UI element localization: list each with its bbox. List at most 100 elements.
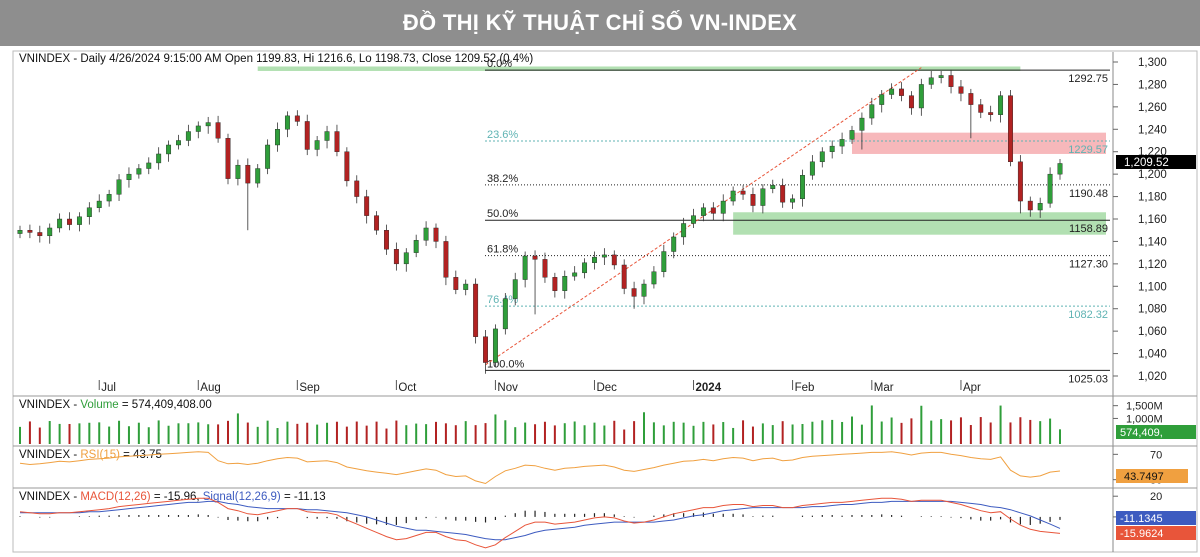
candle-body — [681, 223, 687, 238]
x-tick-label: Apr — [963, 382, 981, 394]
candle-body — [611, 254, 617, 266]
candle-body — [235, 164, 241, 179]
volume-bar — [494, 414, 497, 444]
volume-bar — [38, 427, 41, 444]
volume-bar — [1009, 422, 1012, 444]
x-tick-label: Nov — [497, 382, 518, 394]
volume-bar — [1059, 429, 1061, 444]
price-tick-label: 1,160 — [1138, 214, 1167, 226]
volume-bar — [345, 426, 348, 444]
signal-tag-bg — [1116, 511, 1196, 525]
volume-legend: VNINDEX - Volume = 574,409,408.00 — [19, 399, 212, 411]
candle-body — [255, 168, 261, 184]
signal-tag: -11.1345 — [1116, 511, 1196, 525]
volume-bar — [425, 424, 428, 444]
candle-body — [928, 77, 934, 85]
candle-body — [899, 88, 904, 96]
candle-body — [195, 125, 201, 132]
volume-bar — [771, 425, 774, 444]
volume-tag-value: 574,409, — [1120, 427, 1163, 439]
volume-bar — [722, 422, 725, 444]
volume-bar — [524, 422, 527, 444]
volume-bar — [959, 417, 962, 444]
volume-tick-label: 1,500M — [1126, 401, 1163, 413]
price-panel: 0.0% 1292.75 23.6% 1229.57 38.2% 1190.48 50.0%… — [13, 52, 1197, 397]
volume-bar — [375, 421, 378, 444]
volume-bar — [613, 420, 616, 444]
price-tick-label: 1,180 — [1138, 192, 1167, 204]
top-zone — [257, 66, 1021, 71]
candle-body — [37, 232, 43, 237]
price-legend: VNINDEX - Daily 4/26/2024 9:15:00 AM Ope… — [19, 53, 533, 65]
volume-bar — [662, 425, 665, 444]
volume-bar — [48, 421, 51, 444]
rsi-line — [19, 451, 1061, 485]
candle-body — [760, 188, 766, 206]
candle-body — [532, 255, 538, 260]
candle-body — [354, 180, 360, 197]
candle-body — [1037, 203, 1043, 211]
candle-body — [869, 104, 875, 119]
trend-line-dashed — [485, 67, 922, 366]
candle-body — [918, 84, 924, 109]
candle-body — [809, 161, 815, 176]
volume-bar — [177, 423, 180, 444]
candle-body — [572, 272, 578, 277]
volume-bar — [19, 426, 21, 444]
candle-body — [889, 88, 895, 95]
volume-bar — [761, 423, 764, 444]
volume-bar — [118, 420, 121, 444]
volume-bar — [751, 426, 754, 444]
candle-body — [57, 218, 63, 229]
volume-bar — [692, 425, 695, 444]
volume-bar — [870, 405, 873, 444]
volume-bar — [217, 424, 220, 444]
candle-body — [294, 115, 300, 122]
candle-body — [780, 185, 786, 203]
x-tick-label: Oct — [398, 382, 417, 394]
candle-body — [621, 264, 627, 289]
candle-body — [473, 283, 479, 337]
candle-body — [502, 298, 508, 330]
macd-tick-label: 20 — [1150, 491, 1162, 503]
x-tick-label: Sep — [299, 382, 319, 394]
volume-bar — [197, 422, 200, 444]
x-tick-label: Mar — [874, 382, 894, 394]
candle-body — [1008, 95, 1013, 163]
trend-line — [485, 67, 922, 366]
candle-body — [166, 144, 172, 155]
candle-body — [205, 122, 211, 127]
volume-bar — [603, 425, 606, 444]
volume-bar — [851, 416, 853, 444]
volume-bar — [335, 421, 338, 444]
macd-panel: VNINDEX - MACD(12,26) = -15.96, Signal(1… — [19, 488, 1196, 552]
candle-body — [483, 336, 488, 363]
volume-bar — [415, 423, 418, 444]
candle-body — [453, 277, 459, 290]
candle-body — [849, 130, 855, 140]
volume-bar — [801, 423, 804, 444]
volume-bar — [583, 425, 586, 444]
volume-bar — [989, 422, 992, 444]
volume-bar — [950, 420, 953, 444]
candle-body — [552, 277, 558, 291]
volume-bar — [920, 405, 923, 444]
candle-body — [700, 207, 706, 216]
fib-value-label: 1025.03 — [1068, 373, 1108, 385]
fib-percent-label: 76.4% — [487, 294, 518, 306]
candle-body — [562, 275, 568, 291]
volume-bar — [672, 421, 675, 444]
volume-bar — [860, 424, 863, 444]
volume-bar — [444, 423, 447, 444]
fib-percent-label: 61.8% — [487, 244, 518, 256]
volume-bar — [28, 421, 31, 444]
volume-bar — [246, 422, 249, 444]
fib-value-label: 1190.48 — [1069, 188, 1108, 200]
fib-percent-label: 38.2% — [487, 173, 518, 185]
candle-body — [245, 164, 251, 184]
candle-body — [859, 117, 865, 131]
candle-body — [403, 252, 409, 265]
title-banner: ĐỒ THỊ KỸ THUẬT CHỈ SỐ VN-INDEX — [0, 0, 1200, 46]
volume-bar — [286, 421, 289, 444]
